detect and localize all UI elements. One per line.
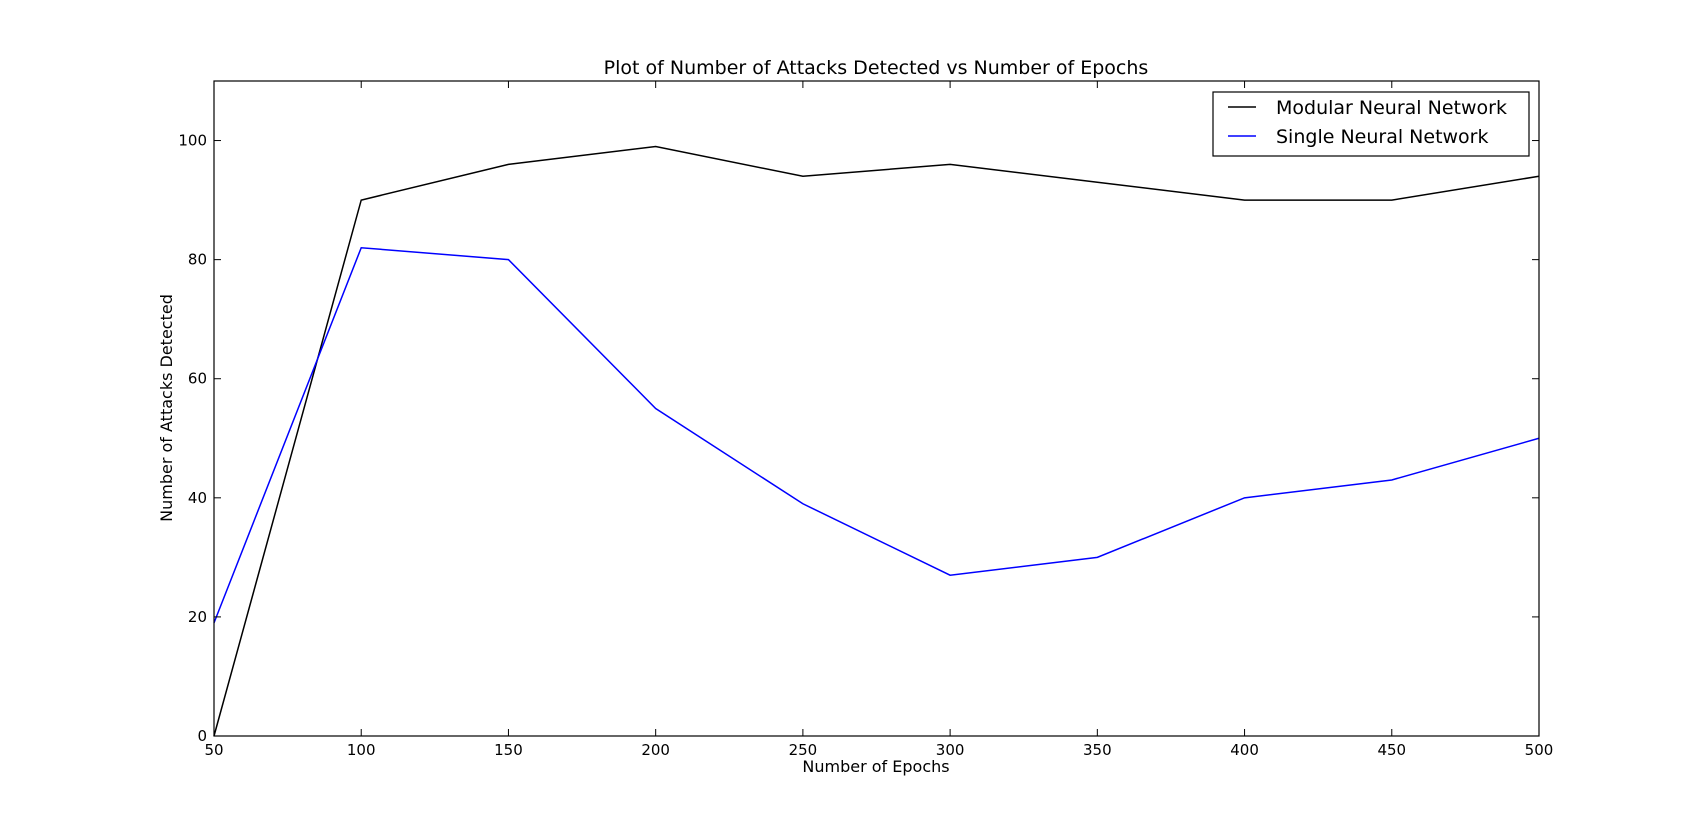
axis-ticks [213, 81, 1540, 737]
y-tick-label: 80 [188, 251, 207, 269]
y-tick-label: 40 [188, 489, 207, 507]
x-tick-label: 200 [641, 741, 670, 759]
series-line-modular-neural-network [213, 145, 1540, 737]
y-tick-label: 20 [188, 608, 207, 626]
x-tick-label: 150 [494, 741, 523, 759]
y-tick-label: 60 [188, 370, 207, 388]
x-tick-labels: 50 100 150 200 250 300 350 400 450 500 [204, 741, 1553, 759]
x-tick-label: 350 [1083, 741, 1112, 759]
legend-label-single-neural-network: Single Neural Network [1276, 126, 1489, 148]
x-tick-label: 450 [1377, 741, 1406, 759]
legend-label-modular-neural-network: Modular Neural Network [1276, 97, 1507, 119]
plot-area [214, 81, 1539, 736]
x-tick-label: 500 [1525, 741, 1554, 759]
y-tick-label: 100 [178, 132, 207, 150]
x-tick-label: 400 [1230, 741, 1259, 759]
x-tick-label: 250 [789, 741, 818, 759]
x-tick-label: 100 [347, 741, 376, 759]
x-tick-label: 300 [936, 741, 965, 759]
y-tick-labels: 0 20 40 60 80 100 [178, 132, 207, 745]
legend-box [1212, 91, 1530, 157]
chart-title: Plot of Number of Attacks Detected vs Nu… [604, 57, 1149, 79]
series-lines [213, 145, 1540, 737]
series-line-single-neural-network [213, 246, 1540, 624]
y-axis-label: Number of Attacks Detected [157, 294, 176, 522]
legend: Modular Neural Network Single Neural Net… [1212, 91, 1530, 157]
x-tick-label: 50 [204, 741, 223, 759]
plot-frame [213, 80, 1540, 737]
y-tick-label: 0 [197, 727, 207, 745]
x-axis-label: Number of Epochs [802, 757, 949, 776]
